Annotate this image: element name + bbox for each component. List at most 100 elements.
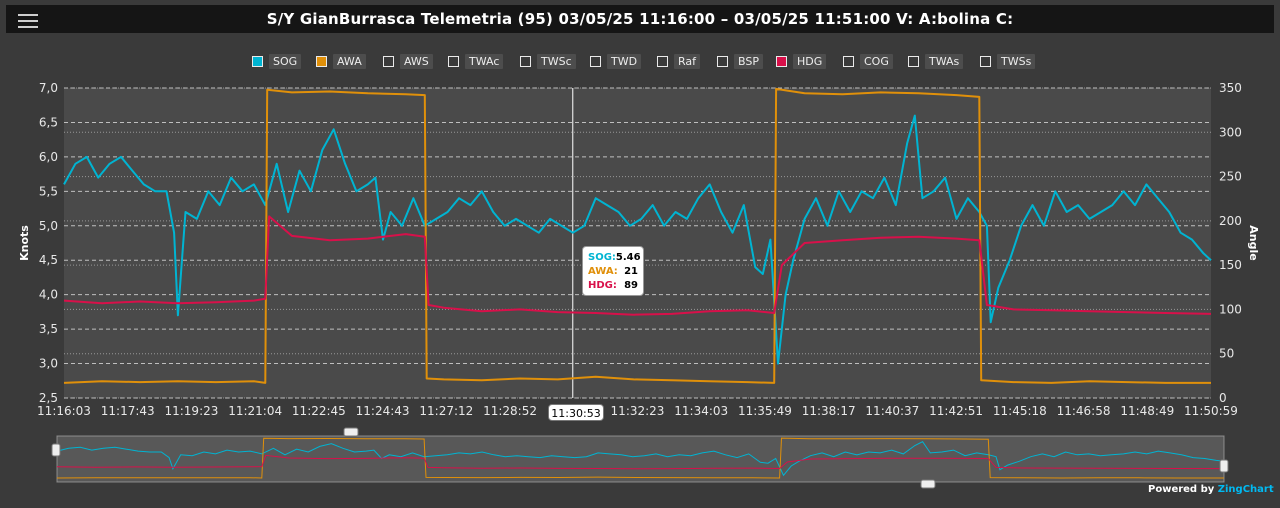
y-tick-label: 6,0: [39, 150, 58, 164]
tooltip-sog-value: 5.46: [615, 252, 641, 263]
legend-item-sog[interactable]: SOG: [252, 52, 302, 70]
legend-item-twss[interactable]: TWSs: [980, 52, 1036, 70]
legend-label: TWSs: [997, 53, 1036, 69]
powered-by[interactable]: Powered by ZingChart: [1148, 484, 1274, 495]
legend-checkbox-icon[interactable]: [717, 55, 728, 67]
tooltip-awa-label: AWA:: [588, 266, 618, 277]
preview-line-awa: [56, 437, 1224, 479]
y-tick-label: 7,0: [39, 81, 58, 95]
legend-label: TWD: [607, 53, 642, 69]
legend-label: AWS: [400, 53, 433, 69]
legend-checkbox-icon[interactable]: [252, 55, 263, 67]
y2-tick-label: 0: [1219, 391, 1227, 405]
tooltip-awa-value: 21: [624, 266, 638, 277]
legend-label: Raf: [674, 53, 701, 69]
legend-checkbox-icon[interactable]: [448, 55, 459, 67]
tooltip-hdg-label: HDG:: [588, 280, 617, 291]
y2-axis-title: Angle: [1247, 225, 1260, 260]
legend-label: TWAs: [925, 53, 964, 69]
x-tick-label: 11:35:49: [738, 404, 792, 418]
legend-label: SOG: [269, 53, 302, 69]
legend-label: HDG: [793, 53, 827, 69]
menu-icon[interactable]: [18, 14, 38, 30]
y2-tick-label: 250: [1219, 170, 1242, 184]
preview-bottom-handle[interactable]: [920, 479, 936, 489]
legend-item-twas[interactable]: TWAs: [908, 52, 964, 70]
tooltip-hdg-value: 89: [624, 280, 638, 291]
preview-line-hdg: [56, 454, 1225, 470]
legend-checkbox-icon[interactable]: [590, 55, 601, 67]
preview-line-sog: [56, 441, 1225, 477]
legend-label: TWSc: [537, 53, 576, 69]
legend-checkbox-icon[interactable]: [908, 55, 919, 67]
y-tick-label: 3,5: [39, 322, 58, 336]
legend-checkbox-icon[interactable]: [843, 55, 854, 67]
x-tick-label: 11:38:17: [802, 404, 856, 418]
x-tick-label: 11:46:58: [1057, 404, 1111, 418]
legend-label: BSP: [734, 53, 763, 69]
legend-checkbox-icon[interactable]: [316, 55, 327, 67]
y2-tick-label: 200: [1219, 214, 1242, 228]
x-tick-label: 11:34:03: [674, 404, 728, 418]
x-tick-label: 11:50:59: [1184, 404, 1238, 418]
legend-checkbox-icon[interactable]: [520, 55, 531, 67]
x-tick-label: 11:48:49: [1120, 404, 1174, 418]
y2-tick-label: 350: [1219, 81, 1242, 95]
guide-time-label: 11:30:53: [548, 404, 604, 421]
legend-checkbox-icon[interactable]: [980, 55, 991, 67]
x-tick-label: 11:21:04: [228, 404, 282, 418]
y2-tick-label: 50: [1219, 347, 1234, 361]
y2-tick-label: 150: [1219, 258, 1242, 272]
title-bar: S/Y GianBurrasca Telemetria (95) 03/05/2…: [6, 5, 1274, 33]
x-tick-label: 11:27:12: [419, 404, 473, 418]
legend-item-aws[interactable]: AWS: [383, 52, 433, 70]
x-tick-label: 11:22:45: [292, 404, 346, 418]
preview-selection: [57, 436, 1224, 482]
legend-checkbox-icon[interactable]: [383, 55, 394, 67]
x-tick-label: 11:40:37: [865, 404, 919, 418]
x-tick-label: 11:28:52: [483, 404, 537, 418]
y-tick-label: 3,0: [39, 357, 58, 371]
legend-label: TWAc: [465, 53, 504, 69]
x-tick-label: 11:17:43: [101, 404, 155, 418]
y-tick-label: 5,0: [39, 219, 58, 233]
series-line-sog: [63, 114, 1212, 365]
preview-left-handle[interactable]: [51, 443, 61, 457]
legend-item-awa[interactable]: AWA: [316, 52, 366, 70]
series-line-awa: [63, 87, 1211, 384]
tooltip-sog-label: SOG:: [588, 252, 616, 263]
legend: SOG AWA AWS TWAc TWSc TWD Raf BSP HDG COG TWAs TWSs: [0, 52, 1280, 72]
legend-checkbox-icon[interactable]: [657, 55, 668, 67]
legend-item-cog[interactable]: COG: [843, 52, 893, 70]
legend-item-raf[interactable]: Raf: [657, 52, 701, 70]
y2-tick-label: 100: [1219, 302, 1242, 316]
chart-title: S/Y GianBurrasca Telemetria (95) 03/05/2…: [266, 10, 1014, 28]
y-tick-label: 2,5: [39, 391, 58, 405]
x-tick-label: 11:45:18: [993, 404, 1047, 418]
x-tick-label: 11:19:23: [164, 404, 218, 418]
legend-item-twsc[interactable]: TWSc: [520, 52, 576, 70]
y-tick-label: 4,0: [39, 288, 58, 302]
legend-item-bsp[interactable]: BSP: [717, 52, 763, 70]
zingchart-brand: ZingChart: [1217, 484, 1274, 495]
legend-item-twd[interactable]: TWD: [590, 52, 642, 70]
powered-prefix: Powered by: [1148, 484, 1218, 495]
plot-area: [64, 88, 1211, 398]
y-tick-label: 5,5: [39, 184, 58, 198]
legend-item-twac[interactable]: TWAc: [448, 52, 504, 70]
legend-label: COG: [860, 53, 893, 69]
series-line-hdg: [63, 215, 1212, 316]
x-tick-label: 11:16:03: [37, 404, 91, 418]
preview-right-handle[interactable]: [1219, 459, 1229, 473]
legend-item-hdg[interactable]: HDG: [776, 52, 827, 70]
y2-tick-label: 300: [1219, 125, 1242, 139]
preview-area: [56, 435, 1225, 483]
y-axis-title: Knots: [18, 225, 31, 261]
y-tick-label: 4,5: [39, 253, 58, 267]
preview-top-handle[interactable]: [343, 427, 359, 437]
x-tick-label: 11:24:43: [356, 404, 410, 418]
x-tick-label: 11:42:51: [929, 404, 983, 418]
legend-checkbox-icon[interactable]: [776, 55, 787, 67]
y-tick-label: 6,5: [39, 115, 58, 129]
